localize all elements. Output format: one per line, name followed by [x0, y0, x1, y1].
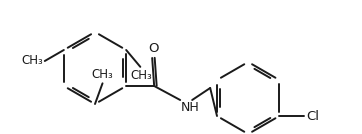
Text: O: O	[148, 42, 159, 55]
Text: CH₃: CH₃	[21, 55, 43, 68]
Text: Cl: Cl	[306, 109, 319, 122]
Text: NH: NH	[181, 101, 200, 114]
Text: CH₃: CH₃	[130, 69, 152, 82]
Text: CH₃: CH₃	[92, 68, 113, 81]
